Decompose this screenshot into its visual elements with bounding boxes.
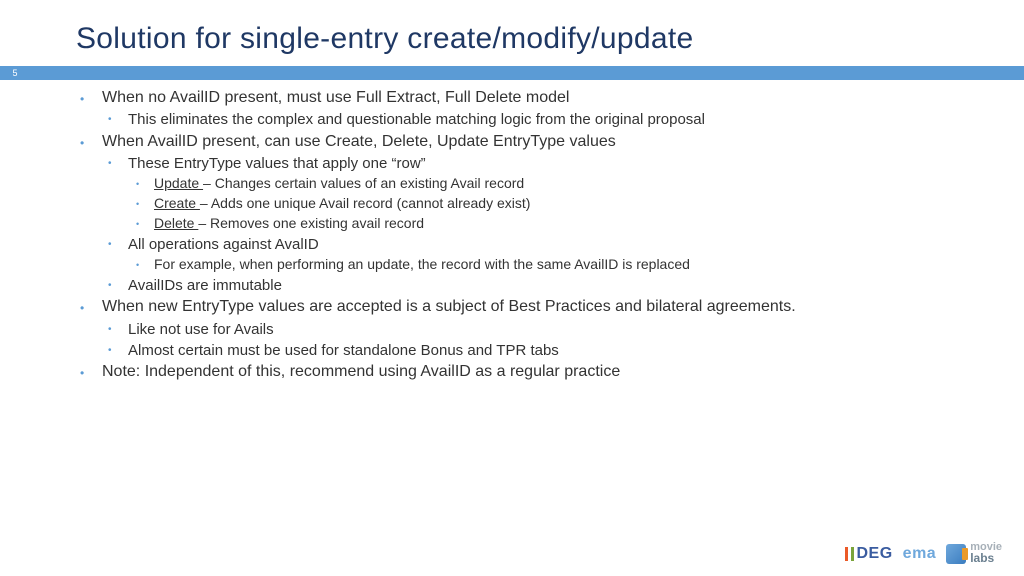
bullet-l2: AvailIDs are immutable	[102, 276, 994, 295]
bullet-l3: Create – Adds one unique Avail record (c…	[128, 195, 994, 213]
content: When no AvailID present, must use Full E…	[76, 88, 994, 385]
bullet-text: – Changes certain values of an existing …	[203, 175, 524, 191]
bullet-text: This eliminates the complex and question…	[128, 111, 705, 128]
deg-logo: DEG	[845, 545, 893, 563]
bullet-l1: When no AvailID present, must use Full E…	[76, 88, 994, 130]
bullet-l2: This eliminates the complex and question…	[102, 110, 994, 129]
bullet-text: AvailIDs are immutable	[128, 277, 282, 294]
slide-title: Solution for single-entry create/modify/…	[76, 22, 693, 56]
keyword: Create	[154, 195, 200, 211]
film-icon	[946, 544, 966, 564]
deg-bar-icon	[845, 547, 848, 561]
ema-text: ema	[903, 545, 937, 563]
bullet-l3: For example, when performing an update, …	[128, 256, 994, 274]
bullet-text: For example, when performing an update, …	[154, 256, 690, 272]
bullet-text: When AvailID present, can use Create, De…	[102, 133, 616, 150]
deg-text: DEG	[857, 545, 893, 563]
bullet-text: Almost certain must be used for standalo…	[128, 342, 559, 359]
bullet-text: Note: Independent of this, recommend usi…	[102, 363, 620, 380]
bullet-list: When no AvailID present, must use Full E…	[76, 88, 994, 383]
ema-logo: ema	[903, 545, 937, 563]
rule-bar	[30, 66, 1024, 80]
bullet-l1: When new EntryType values are accepted i…	[76, 297, 994, 360]
movielabs-text: movie labs	[970, 543, 1002, 564]
bullet-l2: These EntryType values that apply one “r…	[102, 154, 994, 233]
bullet-text: Like not use for Avails	[128, 321, 274, 338]
deg-bar-icon	[851, 547, 854, 561]
slide: Solution for single-entry create/modify/…	[0, 0, 1024, 576]
page-number-box: 5	[0, 66, 30, 80]
bullet-text: When new EntryType values are accepted i…	[102, 298, 796, 315]
keyword: Delete	[154, 215, 198, 231]
bullet-text: – Adds one unique Avail record (cannot a…	[200, 195, 531, 211]
bullet-l2: All operations against AvalID For exampl…	[102, 235, 994, 274]
bullet-l2: Like not use for Avails	[102, 320, 994, 339]
bullet-text: All operations against AvalID	[128, 236, 319, 253]
bullet-l1: When AvailID present, can use Create, De…	[76, 132, 994, 296]
bullet-text: When no AvailID present, must use Full E…	[102, 89, 569, 106]
title-rule: 5	[0, 66, 1024, 80]
movielabs-line2: labs	[970, 553, 1002, 564]
bullet-text: – Removes one existing avail record	[198, 215, 424, 231]
movielabs-logo: movie labs	[946, 543, 1002, 564]
bullet-l3: Update – Changes certain values of an ex…	[128, 175, 994, 193]
bullet-l1: Note: Independent of this, recommend usi…	[76, 362, 994, 382]
bullet-l3: Delete – Removes one existing avail reco…	[128, 215, 994, 233]
page-number: 5	[12, 68, 17, 78]
keyword: Update	[154, 175, 203, 191]
footer-logos: DEG ema movie labs	[845, 543, 1003, 564]
bullet-l2: Almost certain must be used for standalo…	[102, 341, 994, 360]
bullet-text: These EntryType values that apply one “r…	[128, 155, 426, 172]
